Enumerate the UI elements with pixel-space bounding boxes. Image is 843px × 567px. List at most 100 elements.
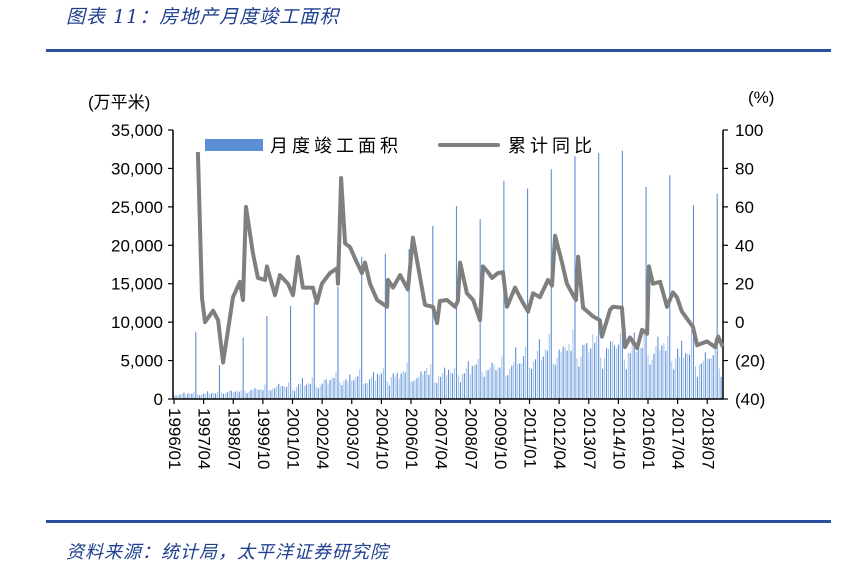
bar [207, 391, 209, 399]
bar [284, 386, 286, 399]
bar [600, 357, 602, 399]
bar [687, 353, 689, 399]
bar [515, 347, 517, 399]
bar [580, 356, 582, 399]
bar [398, 378, 400, 399]
bar [688, 354, 691, 399]
bar [517, 364, 519, 399]
bar [700, 363, 702, 399]
bar [214, 393, 217, 399]
legend-bar-label: 月度竣工面积 [270, 136, 402, 157]
bar [369, 379, 371, 399]
bar [509, 368, 511, 399]
bar [507, 375, 509, 399]
bar [216, 392, 219, 399]
bar [708, 358, 710, 399]
bar [647, 355, 649, 399]
source-note: 资料来源：统计局，太平洋证券研究院 [66, 542, 389, 563]
bottom-divider [46, 520, 831, 523]
right-tick-label: (20) [735, 352, 765, 371]
left-tick-label: 5,000 [120, 352, 163, 371]
bar [556, 357, 558, 399]
right-tick-label: 20 [735, 275, 754, 294]
bar [606, 348, 608, 399]
bar [335, 371, 337, 399]
bar [177, 395, 179, 399]
left-axis-unit: (万平米) [88, 93, 150, 112]
bar [406, 362, 408, 399]
bar [661, 345, 663, 399]
bar [576, 358, 578, 399]
bar [523, 355, 525, 399]
bar [481, 371, 483, 399]
bar [513, 362, 515, 399]
bar [611, 341, 614, 399]
x-tick-label: 2002/04 [313, 408, 332, 469]
bar [627, 352, 629, 399]
bar [459, 382, 461, 399]
bar [238, 391, 240, 399]
bar [191, 393, 193, 399]
bar [422, 374, 424, 399]
bar [280, 386, 282, 399]
bar [418, 376, 420, 399]
bar [631, 341, 633, 399]
bar [199, 395, 201, 399]
bar [329, 380, 331, 399]
bar [268, 390, 270, 399]
bar [542, 356, 544, 399]
bar [201, 394, 203, 399]
bar [604, 358, 606, 399]
bar [629, 353, 631, 399]
bar [224, 393, 226, 399]
bar [288, 382, 290, 399]
bar [590, 348, 592, 399]
bar [596, 336, 598, 399]
bar [374, 380, 377, 399]
bar [534, 359, 537, 399]
bar [240, 389, 242, 399]
bar [213, 392, 215, 399]
bar [570, 350, 572, 399]
bar [696, 377, 698, 399]
legend: 月度竣工面积 累计同比 [205, 136, 592, 157]
bar [386, 381, 388, 399]
bar [205, 393, 207, 399]
bar [669, 175, 671, 399]
chart-title: 图表 11：房地产月度竣工面积 [66, 6, 340, 28]
bar [633, 332, 635, 399]
bar [690, 329, 693, 399]
x-tick-label: 1998/07 [224, 408, 243, 469]
bar [465, 368, 467, 399]
bar [463, 373, 465, 399]
x-tick-label: 2012/04 [550, 408, 569, 469]
bar [681, 340, 683, 399]
x-tick-label: 1997/04 [195, 408, 214, 469]
bar [483, 376, 485, 399]
bar [286, 387, 288, 399]
bar [649, 364, 651, 399]
right-tick-label: 60 [735, 198, 754, 217]
bar [450, 372, 452, 399]
bar [218, 365, 221, 399]
bar [540, 359, 542, 399]
bar [499, 367, 501, 399]
bar [390, 376, 392, 399]
bar [319, 385, 321, 399]
bar [568, 344, 570, 399]
bar [359, 369, 361, 399]
bar [420, 371, 422, 399]
bar [487, 370, 489, 399]
left-tick-label: 10,000 [111, 313, 163, 332]
bar [552, 363, 554, 399]
bar [347, 381, 349, 399]
right-axis-unit: (%) [748, 88, 774, 107]
bar [635, 352, 637, 399]
right-tick-label: (40) [735, 390, 765, 409]
bar [290, 306, 292, 399]
bar [408, 249, 410, 399]
bar [639, 347, 641, 399]
bar [256, 389, 258, 399]
legend-bar-swatch [205, 139, 263, 151]
